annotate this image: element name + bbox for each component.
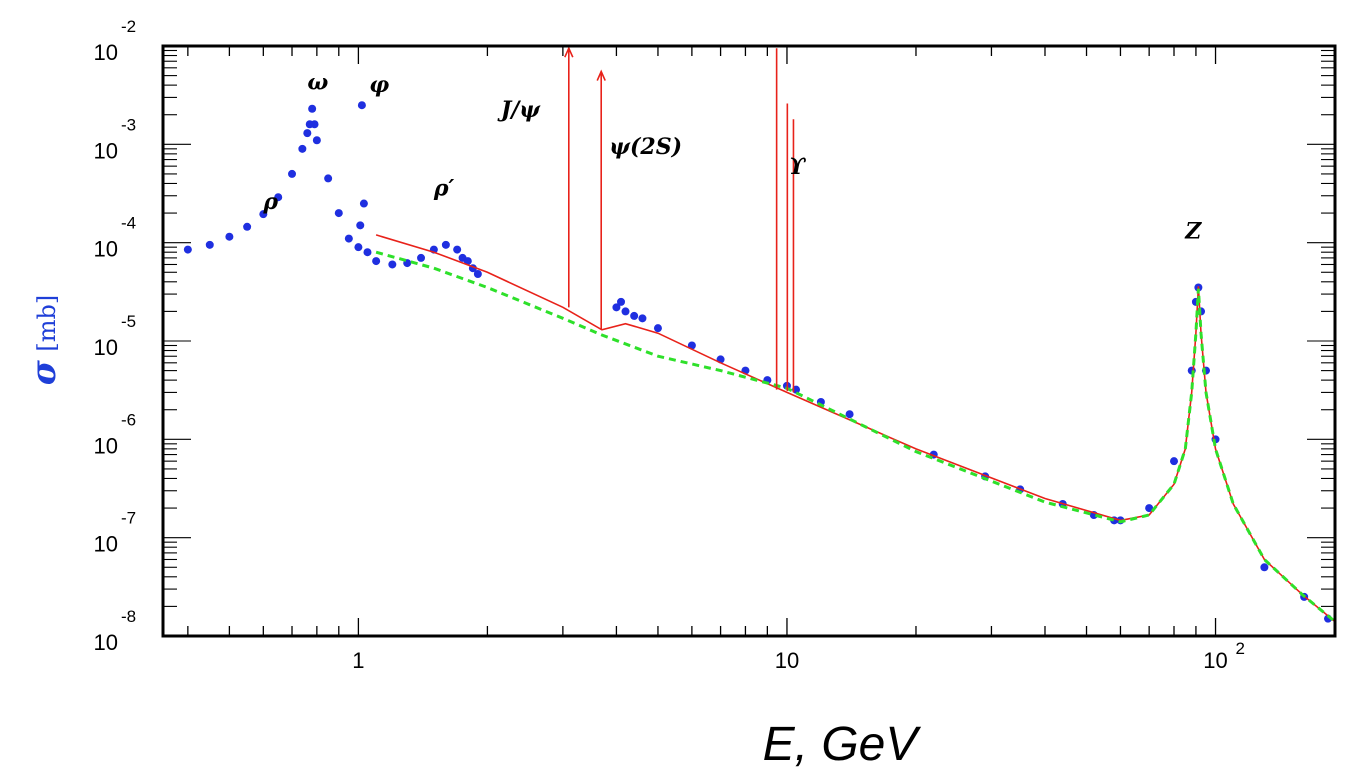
data-point	[334, 209, 343, 218]
minor-tick-marks	[163, 45, 1335, 637]
data-point	[324, 174, 333, 183]
svg-text:σ [mb]: σ [mb]	[24, 295, 64, 385]
data-point	[259, 210, 268, 219]
peak-annotation: ϒ	[789, 154, 807, 180]
data-point	[359, 199, 368, 208]
data-point	[1170, 457, 1179, 466]
peak-annotation: ρ′	[433, 176, 455, 202]
resonance-arrowhead	[564, 46, 574, 58]
data-point	[298, 144, 307, 153]
data-point	[417, 253, 426, 262]
data-point	[653, 324, 662, 333]
y-tick-exponent: -2	[121, 17, 136, 36]
y-tick-label: 10	[94, 40, 118, 65]
peak-annotations: ρ ω φ J/ψ ψ(2S) ρ′ ϒ Z	[262, 70, 1202, 245]
y-tick-label: 10	[94, 237, 118, 262]
plot-frame	[161, 44, 1337, 638]
data-point	[225, 232, 234, 241]
data-point	[612, 303, 621, 312]
resonance-lines	[564, 46, 795, 393]
data-point	[363, 248, 372, 257]
data-point	[274, 193, 283, 202]
y-tick-label: 10	[94, 532, 118, 557]
data-point	[630, 311, 639, 320]
y-tick-label: 10	[94, 433, 118, 458]
data-point	[354, 243, 363, 252]
data-point	[205, 240, 214, 249]
data-point	[617, 297, 626, 306]
fit-curve-dashed	[375, 250, 1336, 623]
x-axis-ticks: 1 10 10 2	[352, 639, 1245, 673]
y-tick-label: 10	[94, 335, 118, 360]
data-point	[1260, 563, 1269, 572]
x-tick-exponent: 2	[1236, 639, 1245, 658]
series-layer	[183, 101, 1336, 623]
y-tick-exponent: -5	[121, 312, 136, 331]
x-tick-label: 10	[1203, 648, 1227, 673]
resonance-arrowhead	[596, 69, 606, 81]
y-tick-exponent: -3	[121, 115, 136, 134]
data-point	[243, 222, 252, 231]
data-point	[303, 129, 312, 138]
peak-annotation: ρ	[262, 189, 278, 215]
data-point	[312, 136, 321, 145]
data-point	[441, 240, 450, 249]
peak-annotation: φ	[369, 72, 389, 98]
data-point	[473, 270, 482, 279]
y-axis-ticks: 10-210-310-410-510-610-710-8	[94, 17, 137, 655]
data-point	[463, 257, 472, 266]
y-axis-label: σ [mb]	[24, 295, 64, 385]
peak-annotation: Z	[1184, 219, 1202, 245]
data-point	[845, 410, 854, 419]
y-tick-label: 10	[94, 138, 118, 163]
data-point	[388, 260, 397, 269]
data-point	[310, 120, 319, 129]
peak-annotation: J/ψ	[497, 97, 541, 123]
data-point	[356, 221, 365, 230]
y-tick-exponent: -4	[121, 214, 136, 233]
y-axis-symbol: σ	[24, 359, 64, 385]
data-point	[288, 169, 297, 178]
data-point	[638, 314, 647, 323]
y-tick-exponent: -6	[121, 410, 136, 429]
data-point	[1145, 504, 1154, 513]
y-tick-label: 10	[94, 630, 118, 655]
data-point	[344, 234, 353, 243]
x-tick-label: 1	[352, 648, 364, 673]
data-point	[372, 257, 381, 266]
x-tick-label: 10	[775, 648, 799, 673]
y-axis-unit: [mb]	[33, 295, 61, 352]
data-point	[183, 245, 192, 254]
x-axis-label: E, GeV	[763, 718, 922, 771]
peak-annotation: ω	[307, 70, 328, 96]
peak-annotation: ψ(2S)	[609, 134, 682, 160]
theory-curve	[375, 234, 1336, 623]
data-point	[621, 307, 630, 316]
y-tick-exponent: -7	[121, 509, 136, 528]
y-tick-exponent: -8	[121, 607, 136, 626]
data-point	[453, 245, 462, 254]
data-point	[357, 101, 366, 110]
data-point	[308, 104, 317, 113]
